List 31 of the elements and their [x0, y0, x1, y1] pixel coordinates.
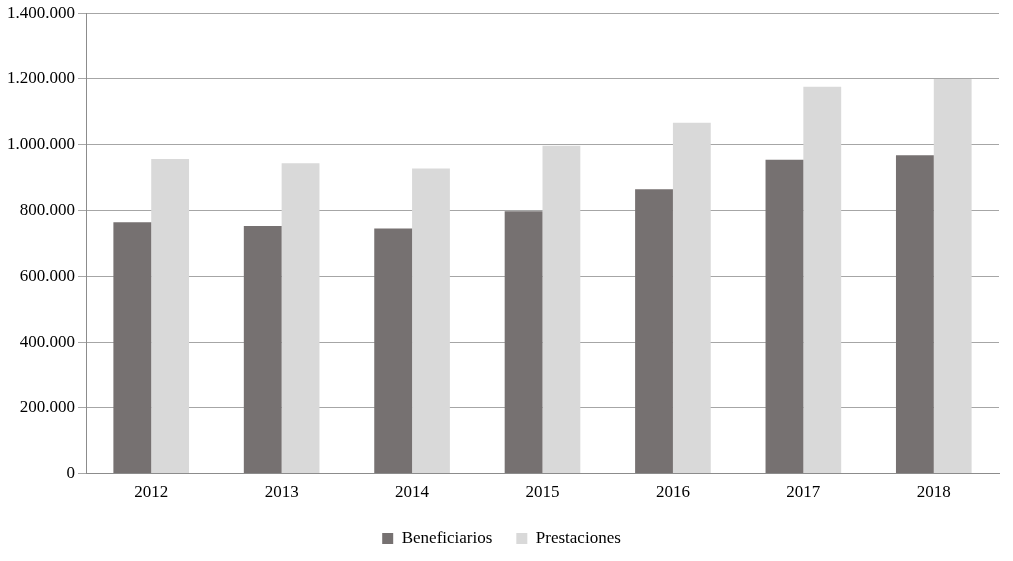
bar [113, 222, 152, 474]
x-tick-label: 2014 [395, 482, 430, 502]
x-tick-label: 2013 [264, 482, 299, 502]
bar [933, 78, 972, 474]
legend-label: Prestaciones [535, 527, 621, 547]
y-tick-label: 400.000 [19, 331, 75, 351]
bar [895, 155, 934, 474]
x-tick-label: 2018 [916, 482, 951, 502]
x-tick-label: 2015 [525, 482, 560, 502]
x-tick-label: 2016 [655, 482, 690, 502]
y-tick-label: 200.000 [19, 397, 75, 417]
y-tick-label: 800.000 [19, 199, 75, 219]
legend-label: Beneficiarios [401, 527, 493, 547]
bar [542, 145, 581, 474]
y-tick-label: 1.400.000 [7, 2, 75, 22]
bar [765, 159, 804, 474]
bar [504, 211, 543, 474]
bar [243, 225, 282, 474]
bar [412, 168, 450, 474]
bar [281, 163, 320, 474]
bar [151, 158, 190, 474]
y-tick-label: 0 [66, 463, 75, 483]
x-tick-label: 2012 [134, 482, 169, 502]
x-tick-label: 2017 [786, 482, 821, 502]
bar [635, 189, 673, 474]
y-tick-label: 600.000 [19, 265, 75, 285]
bar [803, 86, 842, 474]
y-tick-label: 1.200.000 [7, 68, 75, 88]
y-tick-label: 1.000.000 [7, 134, 75, 154]
bar [672, 122, 711, 474]
bar [374, 228, 413, 474]
